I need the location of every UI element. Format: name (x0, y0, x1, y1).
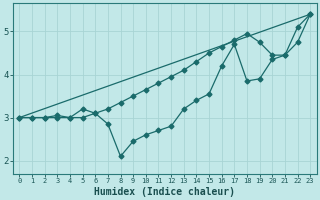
X-axis label: Humidex (Indice chaleur): Humidex (Indice chaleur) (94, 186, 235, 197)
